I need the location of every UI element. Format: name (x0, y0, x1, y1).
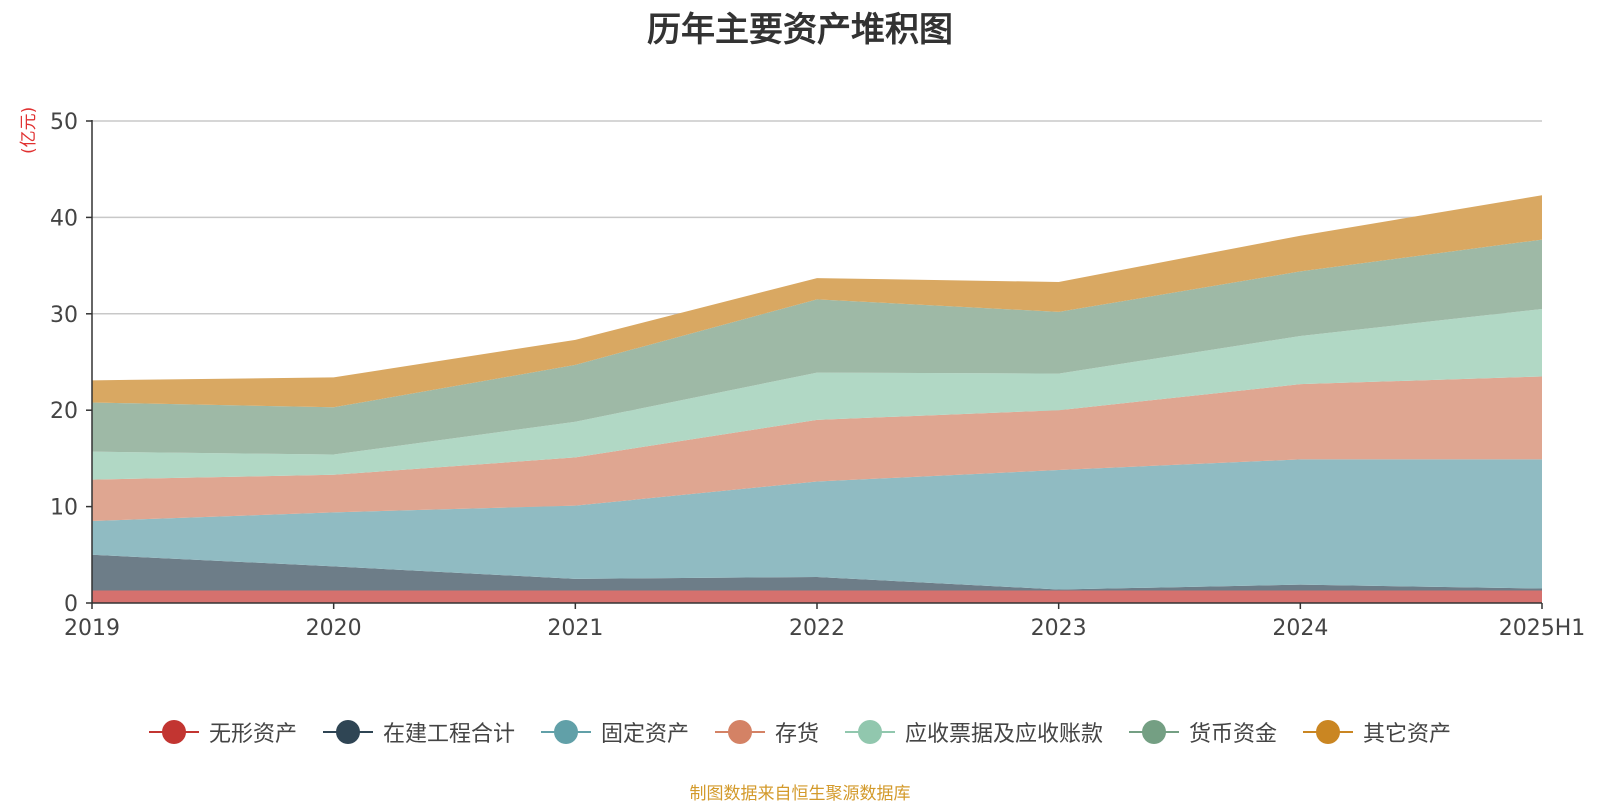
legend-label: 货币资金 (1189, 722, 1278, 747)
legend-item-2[interactable]: 在建工程合计 (322, 716, 515, 748)
x-tick-label: 2022 (789, 616, 845, 641)
chart-title: 历年主要资产堆积图 (647, 10, 953, 50)
legend-item-5[interactable]: 应收票据及应收账款 (845, 716, 1103, 748)
legend-item-7[interactable]: 其它资产 (1303, 716, 1451, 748)
y-tick-label: 40 (50, 206, 78, 231)
area-series-6[interactable] (92, 239, 1542, 455)
y-tick-label: 0 (64, 592, 78, 617)
legend-marker-icon (1129, 720, 1180, 744)
area-series-2[interactable] (92, 554, 1542, 591)
legend-marker-icon (148, 720, 199, 744)
x-tick-label: 2019 (64, 616, 120, 641)
legend-label: 应收票据及应收账款 (905, 722, 1104, 747)
legend-marker-icon (714, 720, 765, 744)
legend-label: 固定资产 (600, 722, 689, 747)
x-tick-label: 2025H1 (1499, 616, 1586, 641)
stacked-area-chart: 0 10 20 30 40 50 2019 2020 2021 2022 2023 2024 2025H… (50, 110, 1585, 641)
legend: 无形资产 在建工程合计 固定资产 存货 应收票据及应收账款 货币资金 其它资产 (0, 716, 1600, 748)
legend-label: 其它资产 (1363, 722, 1452, 747)
legend-item-1[interactable]: 无形资产 (148, 716, 297, 748)
x-tick-label: 2021 (547, 616, 603, 641)
legend-marker-icon (1303, 720, 1354, 744)
legend-label: 在建工程合计 (382, 722, 515, 747)
area-series-5[interactable] (92, 308, 1542, 480)
area-series-7[interactable] (92, 195, 1542, 408)
legend-marker-icon (540, 720, 591, 744)
legend-marker-icon (845, 720, 895, 744)
area-series-1[interactable] (92, 590, 1542, 603)
legend-label: 存货 (774, 722, 819, 747)
legend-item-4[interactable]: 存货 (714, 716, 819, 748)
legend-item-3[interactable]: 固定资产 (540, 716, 689, 748)
source-note: 制图数据来自恒生聚源数据库 (689, 784, 911, 804)
x-tick-label: 2020 (306, 616, 362, 641)
y-tick-label: 50 (50, 110, 78, 135)
y-tick-label: 30 (50, 303, 78, 328)
area-series-3[interactable] (92, 459, 1542, 590)
legend-label: 无形资产 (208, 722, 297, 747)
y-tick-label: 20 (50, 399, 78, 424)
axes: 0 10 20 30 40 50 2019 2020 2021 2022 2023 2024 2025H… (50, 110, 1585, 641)
x-tick-label: 2023 (1031, 616, 1087, 641)
y-tick-label: 10 (50, 496, 78, 521)
x-tick-label: 2024 (1272, 616, 1328, 641)
legend-marker-icon (322, 720, 373, 744)
area-layer (92, 195, 1542, 603)
area-series-4[interactable] (92, 376, 1542, 522)
legend-item-6[interactable]: 货币资金 (1129, 716, 1277, 748)
